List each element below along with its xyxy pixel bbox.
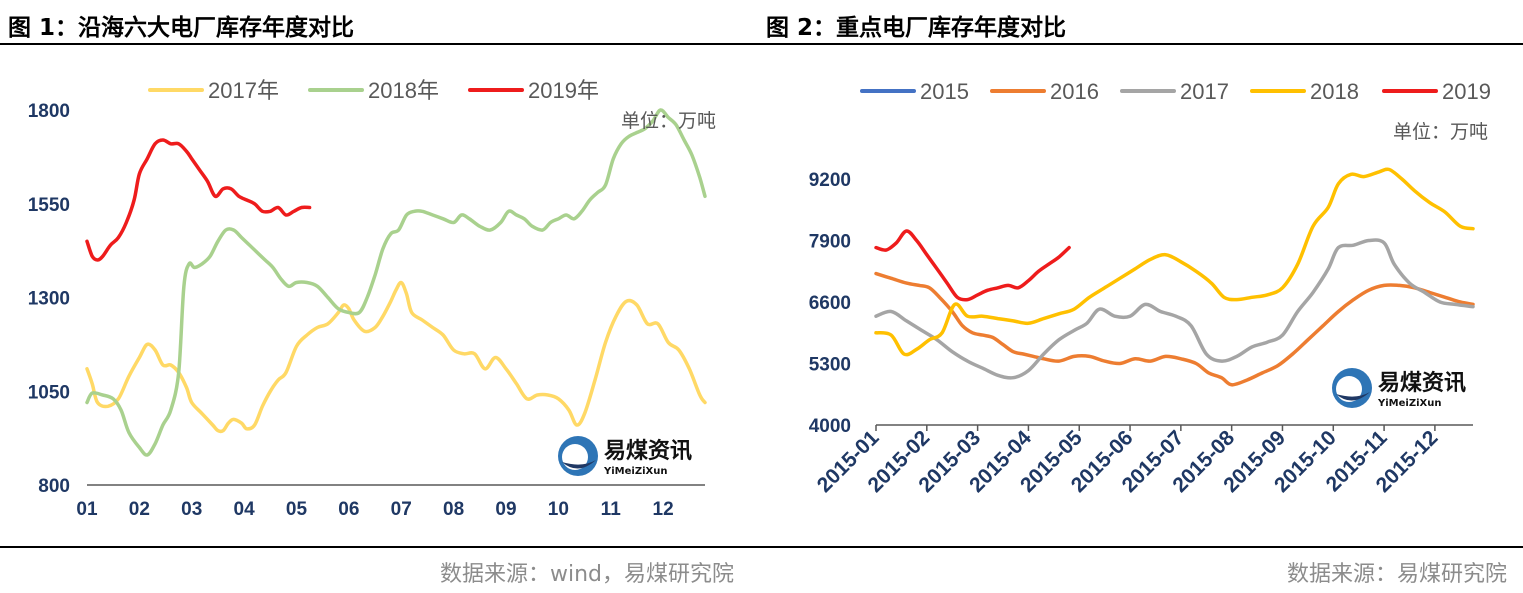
- figure1-x-tick-label: 05: [286, 499, 308, 520]
- figure1-x-tick-label: 11: [601, 499, 622, 520]
- figure1-y-tick-label: 1550: [28, 195, 70, 216]
- figure1-x-tick-label: 09: [495, 499, 516, 520]
- figure1-watermark: 易煤资讯 YiMeiZiXun: [558, 436, 692, 477]
- figure1-watermark-logo-inner: [562, 444, 588, 470]
- bottom-rule: [0, 546, 1523, 548]
- figure2-watermark-en: YiMeiZiXun: [1377, 398, 1441, 409]
- figure1-x-tick-label: 01: [76, 499, 98, 520]
- figure2-watermark-cn: 易煤资讯: [1378, 370, 1466, 396]
- figure2-series-line-2017: [874, 238, 1475, 380]
- figure2-y-tick-label: 4000: [809, 416, 851, 437]
- figure1-x-tick-label: 07: [391, 499, 412, 520]
- figure1-unit-label: 单位：万吨: [621, 110, 716, 132]
- figure2-series-line-2016: [874, 271, 1475, 387]
- figure1-watermark-en: YiMeiZiXun: [603, 466, 667, 477]
- figure1-y-tick-label: 1050: [28, 382, 70, 403]
- figure2-series-line-2019: [874, 229, 1071, 302]
- figure1-y-tick-label: 800: [38, 476, 70, 497]
- figure2-y-tick-label: 5300: [809, 355, 851, 376]
- figure2-series-line-2018: [874, 167, 1475, 357]
- figure1-x-tick-label: 12: [653, 499, 674, 520]
- top-rule: [0, 43, 1523, 45]
- figure1-x-tick-label: 03: [181, 499, 202, 520]
- figure1-series-line-2018年: [85, 108, 707, 457]
- figure1-legend-label-2019年: 2019年: [528, 78, 599, 103]
- figure2-legend-label-2016: 2016: [1050, 79, 1099, 104]
- figure2-watermark-logo-wave: [1336, 392, 1370, 401]
- figure2-y-tick-label: 6600: [809, 293, 851, 314]
- figure2-watermark-logo-inner: [1336, 376, 1362, 402]
- figure1-source: 数据来源：wind，易煤研究院: [439, 562, 734, 587]
- figure1-x-tick-label: 10: [548, 499, 569, 520]
- figure2-y-tick-label: 7900: [809, 232, 851, 253]
- figure2-watermark: 易煤资讯 YiMeiZiXun: [1332, 368, 1466, 409]
- figure1-x-tick-label: 02: [129, 499, 150, 520]
- figure1-y-tick-label: 1300: [28, 289, 70, 310]
- figure2-source: 数据来源：易煤研究院: [1286, 562, 1507, 587]
- figure1-series-line-2017年: [85, 280, 707, 434]
- figure1-watermark-logo-wave: [562, 460, 596, 469]
- figure2-legend-label-2018: 2018: [1310, 79, 1359, 104]
- figure1-watermark-cn: 易煤资讯: [604, 438, 692, 464]
- figure2-title: 图 2：重点电厂库存年度对比: [766, 15, 1067, 41]
- figure2-unit-label: 单位：万吨: [1393, 121, 1488, 143]
- figure1-legend-label-2018年: 2018年: [368, 78, 439, 103]
- figure1-x-tick-label: 06: [338, 499, 359, 520]
- figure2-y-tick-label: 9200: [809, 170, 851, 191]
- figure1-y-tick-label: 1800: [28, 101, 70, 122]
- figure2-legend-label-2017: 2017: [1180, 79, 1229, 104]
- figure1-x-tick-label: 08: [443, 499, 464, 520]
- figure2-legend-label-2019: 2019: [1442, 79, 1491, 104]
- figure2-legend-label-2015: 2015: [920, 79, 969, 104]
- figure1-legend-label-2017年: 2017年: [208, 78, 279, 103]
- figure1-series-line-2019年: [85, 138, 312, 262]
- figure1-title: 图 1：沿海六大电厂库存年度对比: [8, 15, 355, 41]
- figure1-x-tick-label: 04: [234, 499, 256, 520]
